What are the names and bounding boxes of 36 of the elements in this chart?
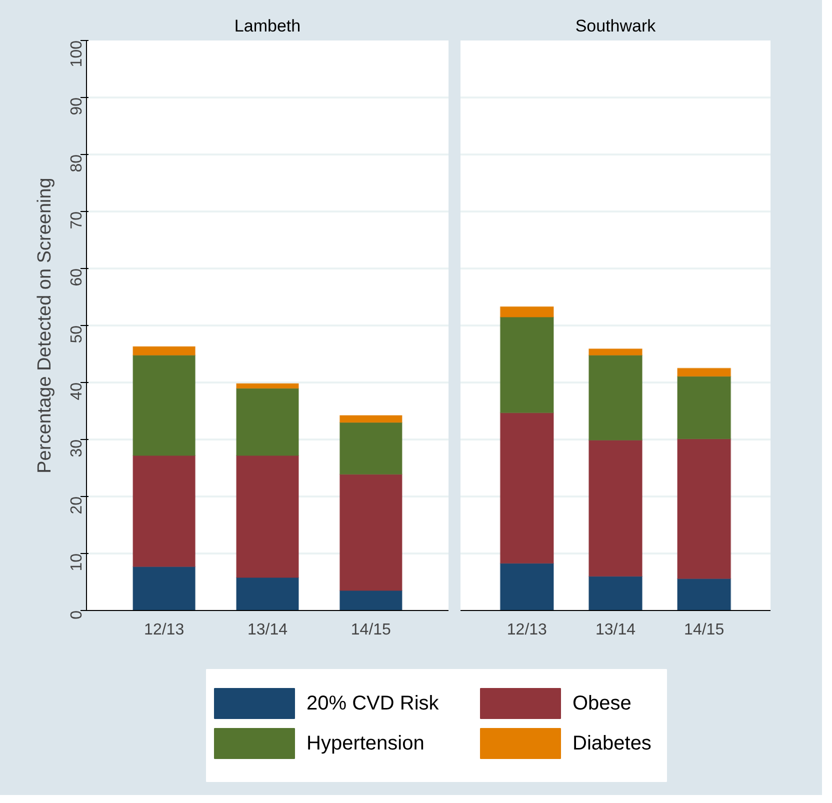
legend-label: Hypertension [306, 732, 424, 754]
chart-title: Southwark [575, 16, 656, 36]
bar [588, 576, 643, 610]
y-tick-label: 80 [68, 154, 86, 172]
bar [588, 348, 643, 356]
y-tick-label: 50 [68, 325, 86, 344]
bar [500, 316, 554, 414]
x-tick-label: 12/13 [506, 622, 548, 638]
y-tick-label: 20 [68, 496, 86, 514]
x-tick-label: 14/15 [350, 622, 392, 638]
bar [588, 354, 643, 441]
bar [500, 412, 554, 564]
bar [677, 438, 732, 580]
bar [500, 306, 554, 318]
y-tick-label: 60 [68, 268, 86, 286]
y-tick-label: 100 [68, 40, 86, 68]
legend-label: Obese [572, 692, 632, 714]
y-tick-label: 10 [68, 553, 86, 572]
x-tick-label: 12/13 [144, 622, 184, 638]
x-tick-label: 13/14 [595, 622, 636, 638]
y-tick-label: 0 [68, 610, 86, 620]
x-tick-label: 13/14 [247, 622, 288, 638]
y-tick-label: 90 [68, 97, 86, 116]
legend-label: Diabetes [572, 732, 652, 754]
bar [500, 562, 554, 610]
legend-label: 20% CVD Risk [306, 692, 440, 714]
bar [677, 376, 732, 440]
chart-title: Lambeth [234, 16, 301, 36]
y-tick-label: 40 [68, 382, 86, 400]
bar [677, 368, 732, 377]
y-tick-label: 30 [68, 439, 86, 458]
bar [677, 578, 732, 610]
bar [588, 440, 643, 577]
y-tick-label: 70 [68, 211, 86, 230]
y-axis-title: Percentage Detected on Screening [34, 178, 56, 474]
x-tick-label: 14/15 [684, 622, 724, 638]
